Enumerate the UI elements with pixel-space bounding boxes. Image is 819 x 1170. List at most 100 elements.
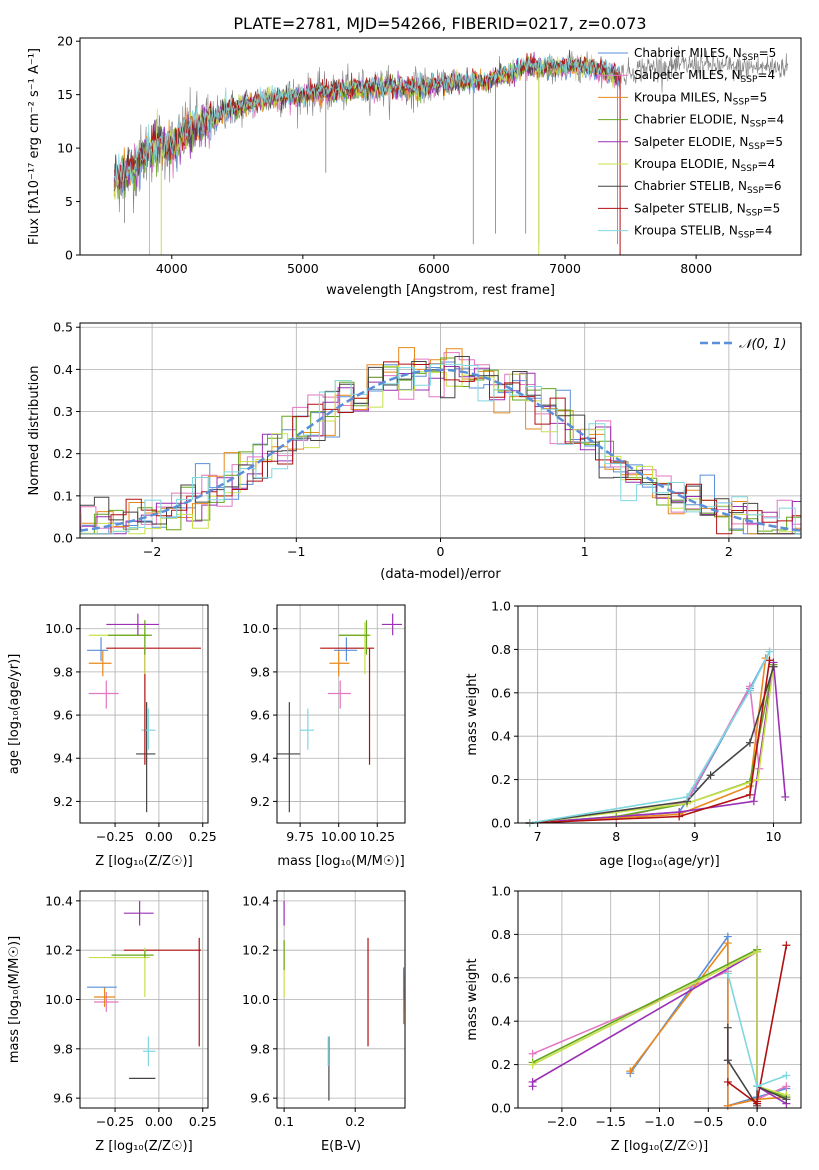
y-tick-label: 0.1 xyxy=(53,488,73,503)
y-axis-label: mass [log₁₀(M/M☉)] xyxy=(7,936,22,1063)
series-marker-salpeter_stelib xyxy=(675,812,684,821)
legend-entry-salpeter_stelib: Salpeter STELIB, NSSP=5 xyxy=(634,201,780,218)
legend-entry-kroupa_miles: Kroupa MILES, NSSP=5 xyxy=(634,90,767,107)
y-tick-label: 0.0 xyxy=(491,816,511,831)
y-tick-label: 9.8 xyxy=(53,664,73,679)
legend-entry-kroupa_stelib: Kroupa STELIB, NSSP=4 xyxy=(634,224,772,241)
x-tick-label: −2 xyxy=(143,544,161,559)
axes-frame xyxy=(276,604,406,824)
x-tick-label: −0.5 xyxy=(693,1114,723,1129)
series-marker-kroupa_stelib xyxy=(753,1082,762,1091)
x-axis-label: Z [log₁₀(Z/Z☉)] xyxy=(611,1139,708,1154)
y-tick-label: 9.8 xyxy=(53,1041,73,1056)
y-tick-label: 9.8 xyxy=(250,1041,270,1056)
residuals-panel: −2 −1 0 1 2 0.0 0.1 0.2 0.3 0.4 0.5 (data-model)/er… xyxy=(27,320,802,582)
x-tick-label: 0.00 xyxy=(145,829,173,844)
y-tick-label: 0.0 xyxy=(53,531,73,546)
x-axis-label: Z [log₁₀(Z/Z☉)] xyxy=(95,1139,192,1154)
spectrum-plot-area xyxy=(113,45,789,255)
y-tick-label: 0.6 xyxy=(491,685,511,700)
histogram-salpeter_stelib xyxy=(80,361,801,535)
series-marker-salpeter_stelib xyxy=(782,941,791,950)
x-axis-label: age [log₁₀(age/yr)] xyxy=(599,854,720,869)
y-tick-label: 1.0 xyxy=(491,884,511,899)
x-tick-label: 0.25 xyxy=(189,1114,217,1129)
y-tick-label: 0.4 xyxy=(491,1014,511,1029)
y-axis-label: mass weight xyxy=(465,958,480,1040)
x-tick-label: 10 xyxy=(766,829,782,844)
y-tick-label: 0.2 xyxy=(491,772,511,787)
y-tick-label: 5 xyxy=(65,194,73,209)
x-tick-label: −1.0 xyxy=(644,1114,674,1129)
y-tick-label: 10.4 xyxy=(242,893,270,908)
x-axis-label: wavelength [Angstrom, rest frame] xyxy=(326,283,555,298)
x-tick-label: 5000 xyxy=(287,261,319,276)
x-tick-label: 9.75 xyxy=(286,829,314,844)
model-spectrum-kroupa_stelib xyxy=(113,55,621,186)
series-marker-chabrier_stelib xyxy=(723,1023,732,1032)
x-tick-label: 8000 xyxy=(680,261,712,276)
x-tick-label: 0.2 xyxy=(345,1114,365,1129)
x-tick-label: 10.25 xyxy=(359,829,395,844)
y-tick-label: 9.8 xyxy=(250,664,270,679)
series-marker-salpeter_elodie xyxy=(781,792,790,801)
x-axis-label: mass [log₁₀(M/M☉)] xyxy=(277,854,404,869)
y-tick-label: 0.2 xyxy=(491,1057,511,1072)
series-marker-kroupa_elodie xyxy=(528,1060,537,1069)
legend-entry-kroupa_elodie: Kroupa ELODIE, NSSP=4 xyxy=(634,157,775,174)
series-marker-salpeter_elodie xyxy=(749,797,758,806)
series-marker-salpeter_elodie xyxy=(528,1077,537,1086)
axes-frame xyxy=(517,605,802,824)
series-marker-salpeter_stelib xyxy=(723,1077,732,1086)
x-tick-label: 0.0 xyxy=(747,1114,767,1129)
x-tick-label: 0.25 xyxy=(189,829,217,844)
mass-weight-vs-metallicity-panel: −2.0 −1.5 −1.0 −0.5 0.0 0.0 0.2 0.4 0.6 0.8 1.0 Z [… xyxy=(465,884,802,1154)
series-line-kroupa_elodie xyxy=(532,950,787,1096)
y-tick-label: 9.4 xyxy=(250,751,270,766)
y-tick-label: 10.2 xyxy=(242,943,270,958)
x-tick-label: −1 xyxy=(287,544,305,559)
x-tick-label: 6000 xyxy=(418,261,450,276)
x-tick-label: 0.1 xyxy=(274,1114,294,1129)
histogram-salpeter_elodie xyxy=(80,366,801,535)
histogram-kroupa_miles xyxy=(80,347,801,535)
histogram-kroupa_stelib xyxy=(80,363,801,535)
y-tick-label: 0 xyxy=(65,248,73,263)
axes-frame xyxy=(79,604,209,824)
series-marker-kroupa_stelib xyxy=(782,1071,791,1080)
series-marker-kroupa_miles xyxy=(626,1067,635,1076)
series-marker-salpeter_stelib xyxy=(745,790,754,799)
residuals-plot-area xyxy=(80,347,801,535)
x-tick-label: 4000 xyxy=(156,261,188,276)
x-tick-label: 8 xyxy=(612,829,620,844)
y-tick-label: 20 xyxy=(57,34,73,49)
series-line-kroupa_stelib xyxy=(529,651,771,824)
x-tick-label: 7 xyxy=(534,829,542,844)
series-marker-salpeter_miles xyxy=(528,1049,537,1058)
gaussian-curve xyxy=(80,368,801,532)
y-tick-label: 0.6 xyxy=(491,970,511,985)
y-tick-label: 9.6 xyxy=(250,708,270,723)
series-line-chabrier_miles xyxy=(529,651,771,824)
legend-entry-chabrier_elodie: Chabrier ELODIE, NSSP=4 xyxy=(634,113,784,130)
series-marker-kroupa_stelib xyxy=(745,686,754,695)
series-marker-chabrier_stelib xyxy=(745,738,754,747)
y-tick-label: 0.8 xyxy=(491,642,511,657)
series-marker-kroupa_elodie xyxy=(753,947,762,956)
series-line-kroupa_elodie xyxy=(529,666,775,824)
mass-vs-metallicity-panel: −0.25 0.00 0.25 9.6 9.8 10.0 10.2 10.4 Z [log₁₀(… xyxy=(7,890,217,1154)
y-tick-label: 10.0 xyxy=(242,621,270,636)
y-tick-label: 0.4 xyxy=(53,362,73,377)
mass-weight-vs-age-panel: 7 8 9 10 0.0 0.2 0.4 0.6 0.8 1.0 age [log₁₀(age/yr… xyxy=(465,599,802,869)
y-tick-label: 10.2 xyxy=(45,943,73,958)
y-tick-label: 0.4 xyxy=(491,729,511,744)
legend-entry-salpeter_miles: Salpeter MILES, NSSP=4 xyxy=(634,68,775,85)
age-vs-metallicity-panel: −0.25 0.00 0.25 9.2 9.4 9.6 9.8 10.0 Z [log₁₀(Z/… xyxy=(7,604,217,869)
legend-entry-chabrier_miles: Chabrier MILES, NSSP=5 xyxy=(634,46,776,63)
y-tick-label: 9.2 xyxy=(53,794,73,809)
series-line-salpeter_stelib xyxy=(529,660,771,824)
y-tick-label: 10.0 xyxy=(242,992,270,1007)
y-tick-label: 10.0 xyxy=(45,992,73,1007)
y-tick-label: 0.3 xyxy=(53,404,73,419)
y-tick-label: 10 xyxy=(57,141,73,156)
